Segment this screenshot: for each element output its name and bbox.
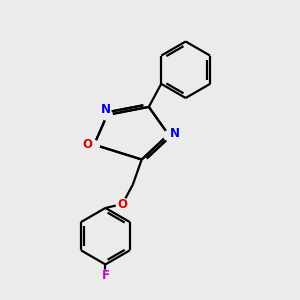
Text: O: O [82, 138, 93, 151]
Text: N: N [170, 127, 180, 140]
Text: O: O [117, 198, 128, 211]
Text: F: F [101, 269, 110, 282]
Text: N: N [101, 103, 111, 116]
